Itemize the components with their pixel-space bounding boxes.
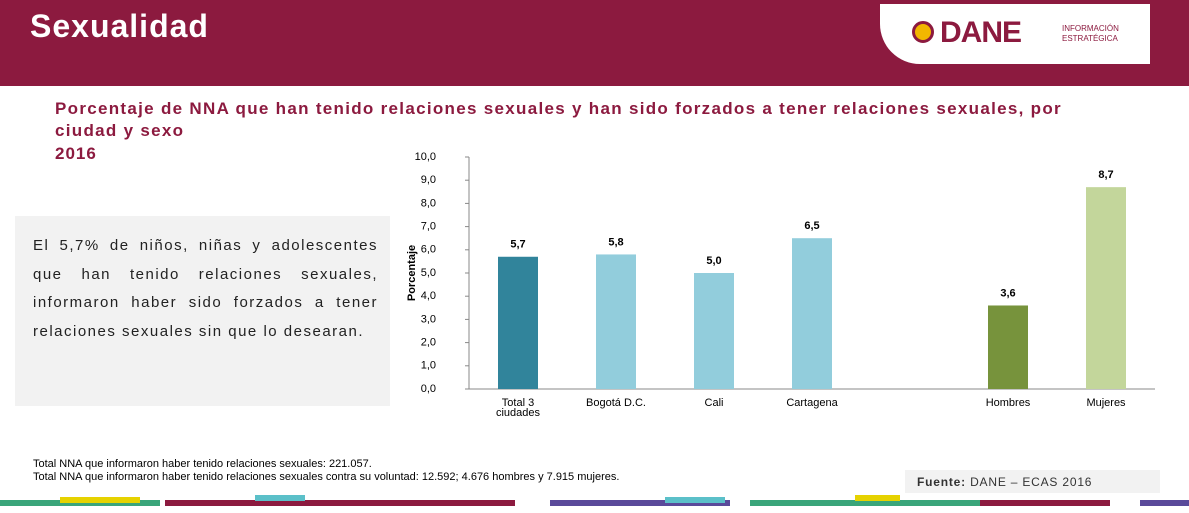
logo-tagline: INFORMACIÓN ESTRATÉGICA — [1062, 24, 1119, 43]
decor-stripe — [60, 497, 140, 503]
y-tick-label: 1,0 — [421, 360, 436, 372]
chart-subtitle: 2016 — [55, 144, 97, 163]
source: Fuente: DANE – ECAS 2016 — [917, 475, 1092, 489]
y-tick-label: 4,0 — [421, 290, 436, 302]
y-tick-label: 0,0 — [421, 383, 436, 395]
source-box — [905, 470, 1160, 493]
y-tick-label: 5,0 — [421, 267, 436, 279]
x-tick-label: Mujeres — [1086, 397, 1126, 409]
y-tick-label: 2,0 — [421, 337, 436, 349]
bar — [694, 273, 734, 389]
logo-text: DANE — [940, 16, 1022, 49]
bar — [988, 305, 1028, 389]
decor-stripe — [1140, 500, 1189, 506]
bar — [1086, 187, 1126, 389]
decor-stripe — [165, 500, 515, 506]
chart-title: Porcentaje de NNA que han tenido relacio… — [55, 99, 1062, 140]
data-label: 5,8 — [608, 236, 623, 248]
data-label: 6,5 — [804, 220, 819, 232]
highlight-box — [15, 216, 390, 406]
decor-stripe — [0, 500, 160, 506]
header-title: Sexualidad — [30, 8, 209, 44]
y-tick-label: 3,0 — [421, 313, 436, 325]
data-label: 5,7 — [510, 239, 525, 251]
source-text: DANE – ECAS 2016 — [970, 475, 1093, 489]
data-label: 3,6 — [1000, 287, 1015, 299]
data-label: 5,0 — [706, 255, 721, 267]
y-tick-label: 10,0 — [415, 151, 436, 163]
x-tick-label: Hombres — [985, 397, 1031, 409]
note: Total NNA que informaron haber tenido re… — [33, 458, 372, 470]
bar — [792, 238, 832, 389]
x-tick-label: Bogotá D.C. — [586, 397, 646, 409]
decor-stripe — [550, 500, 730, 506]
decor-stripe — [255, 495, 305, 501]
highlight-text: El 5,7% de niños, niñas y adolescentes q… — [33, 237, 378, 340]
note: Total NNA que informaron haber tenido re… — [33, 471, 620, 483]
bar — [498, 256, 538, 389]
decor-stripe — [750, 500, 980, 506]
logo-emblem — [912, 21, 934, 43]
y-tick-label: 8,0 — [421, 197, 436, 209]
decor-stripe — [855, 495, 900, 501]
y-tick-label: 6,0 — [421, 244, 436, 256]
x-tick-label: Cartagena — [786, 397, 838, 409]
data-label: 8,7 — [1098, 169, 1113, 181]
x-tick-label: Cali — [704, 397, 724, 409]
decor-stripe — [980, 500, 1110, 506]
y-axis-label: Porcentaje — [406, 245, 418, 301]
bar — [596, 254, 636, 389]
decor-stripe — [665, 497, 725, 503]
y-tick-label: 7,0 — [421, 221, 436, 233]
y-tick-label: 9,0 — [421, 174, 436, 186]
source-label: Fuente: — [917, 475, 966, 489]
x-tick-label: Total 3 ciudades — [495, 397, 541, 419]
